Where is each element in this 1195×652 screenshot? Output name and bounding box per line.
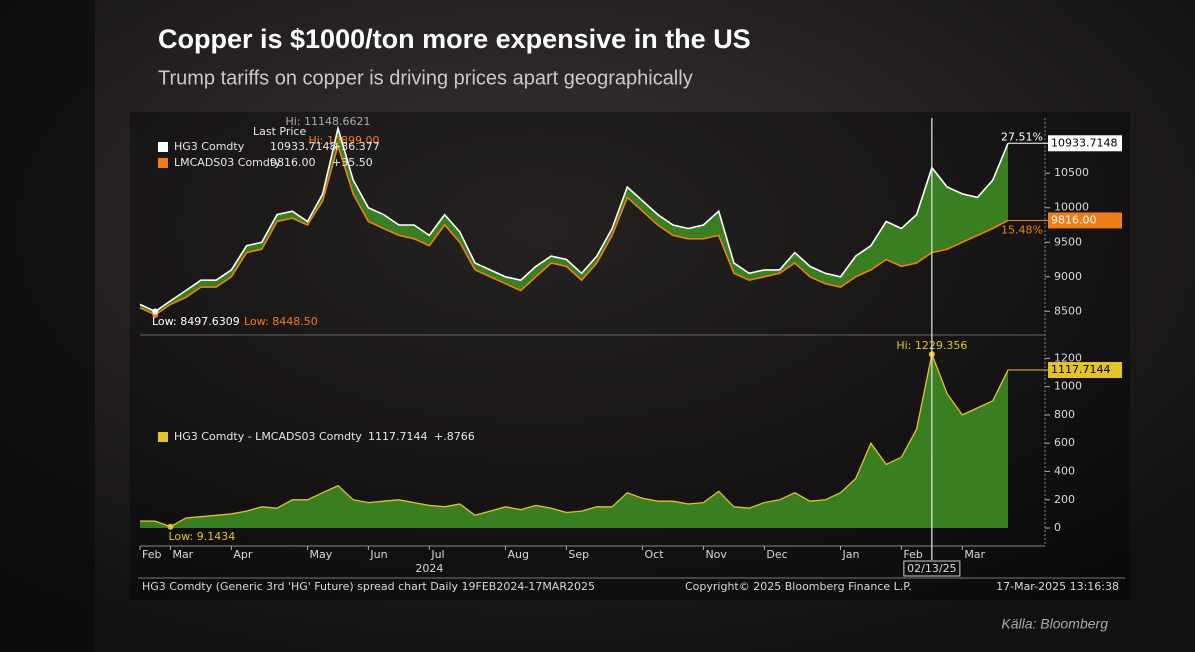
y-tick-label: 600: [1054, 436, 1075, 449]
legend-name: HG3 Comdty - LMCADS03 Comdty: [174, 430, 362, 443]
x-tick-label: Nov: [705, 548, 727, 561]
legend-header: Last Price: [253, 125, 306, 138]
source: Källa: Bloomberg: [1001, 616, 1108, 632]
last-value: 9816.00: [1051, 213, 1097, 226]
hi-label: Hi: 11148.6621: [285, 115, 370, 128]
x-tick-label: Jan: [841, 548, 859, 561]
y-tick-label: 10000: [1054, 201, 1089, 214]
y-tick-label: 8500: [1054, 304, 1082, 317]
x-tick-label: Jun: [369, 548, 387, 561]
left-shade: [0, 0, 95, 652]
x-tick-label: Feb: [142, 548, 161, 561]
low-marker: [167, 523, 174, 530]
x-tick-label: Sep: [568, 548, 589, 561]
x-tick-label: Jul: [430, 548, 444, 561]
year-label: 2024: [415, 562, 443, 575]
y-tick-label: 1000: [1054, 380, 1082, 393]
legend-last-price: 10933.7148: [270, 140, 336, 153]
x-tick-label: Mar: [964, 548, 985, 561]
y-tick-label: 400: [1054, 464, 1075, 477]
pct-label: 15.48%: [1001, 223, 1043, 236]
low-label: Low: 8497.6309: [152, 315, 240, 328]
x-tick-label: Apr: [233, 548, 253, 561]
low-label: Low: 8448.50: [244, 315, 318, 328]
legend-swatch: [158, 432, 168, 442]
low-marker: [152, 308, 159, 315]
y-tick-label: 1200: [1054, 351, 1082, 364]
last-value: 1117.7144: [1051, 363, 1111, 376]
last-value-box: [1048, 135, 1122, 152]
title: Copper is $1000/ton more expensive in th…: [158, 24, 751, 54]
legend-name: LMCADS03 Comdty: [174, 156, 281, 169]
last-value-box: [1048, 212, 1122, 229]
last-value: 10933.7148: [1051, 136, 1117, 149]
x-tick-label: Oct: [645, 548, 665, 561]
y-tick-label: 10500: [1054, 166, 1089, 179]
legend-swatch: [158, 142, 168, 152]
series-line: [139, 125, 1009, 313]
legend-change: +.8766: [434, 430, 475, 443]
x-tick-label: Mar: [172, 548, 193, 561]
legend-change: +36.377: [332, 140, 380, 153]
footer-copyright: Copyright© 2025 Bloomberg Finance L.P.: [685, 580, 912, 593]
y-tick-label: 9500: [1054, 235, 1082, 248]
legend-last-price: 1117.7144: [368, 430, 428, 443]
last-value-box: [1048, 362, 1122, 379]
x-tick-label: May: [310, 548, 333, 561]
x-tick-label: Aug: [507, 548, 528, 561]
spread-line: [139, 351, 1009, 528]
spread-area: [140, 354, 1008, 529]
y-tick-label: 200: [1054, 493, 1075, 506]
legend-swatch: [158, 158, 168, 168]
y-tick-label: 0: [1054, 521, 1061, 534]
legend-last-price: 9816.00: [270, 156, 316, 169]
crosshair-box: [903, 560, 961, 577]
low-label: Low: 9.1434: [168, 530, 235, 543]
x-tick-label: Feb: [903, 548, 922, 561]
crosshair-label: 02/13/25: [907, 562, 956, 575]
pct-label: 27.51%: [1001, 130, 1043, 143]
legend-change: +35.50: [332, 156, 373, 169]
footer-timestamp: 17-Mar-2025 13:16:38: [996, 580, 1119, 593]
subtitle: Trump tariffs on copper is driving price…: [158, 67, 693, 89]
series-line: [139, 142, 1009, 316]
hi-label: Hi: 10899.00: [308, 134, 379, 147]
legend-name: HG3 Comdty: [174, 140, 245, 153]
footer-description: HG3 Comdty (Generic 3rd 'HG' Future) spr…: [142, 580, 595, 593]
y-tick-label: 800: [1054, 408, 1075, 421]
y-tick-label: 9000: [1054, 270, 1082, 283]
x-tick-label: Dec: [766, 548, 787, 561]
